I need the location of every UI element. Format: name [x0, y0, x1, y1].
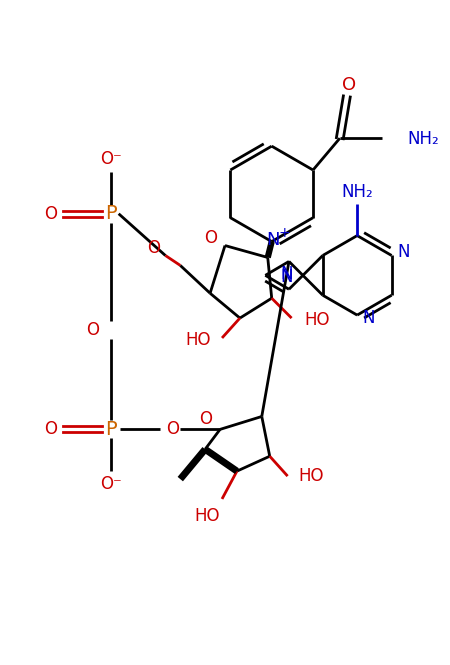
- Text: N: N: [266, 231, 279, 249]
- Text: HO: HO: [305, 311, 330, 329]
- Text: NH₂: NH₂: [407, 130, 439, 148]
- Text: HO: HO: [299, 467, 324, 485]
- Text: O: O: [342, 76, 356, 94]
- Text: O: O: [147, 239, 160, 257]
- Text: O: O: [205, 229, 218, 247]
- Text: +: +: [279, 225, 290, 239]
- Text: HO: HO: [194, 507, 220, 525]
- Text: O: O: [166, 420, 179, 438]
- Text: P: P: [105, 204, 117, 223]
- Text: O⁻: O⁻: [100, 475, 122, 493]
- Text: HO: HO: [185, 331, 211, 349]
- Text: O: O: [86, 321, 99, 339]
- Text: O: O: [200, 410, 212, 428]
- Text: N: N: [363, 309, 375, 327]
- Text: O⁻: O⁻: [100, 150, 122, 168]
- Text: O: O: [45, 205, 58, 223]
- Text: P: P: [105, 420, 117, 439]
- Text: N: N: [281, 269, 293, 287]
- Text: N: N: [281, 265, 293, 283]
- Text: O: O: [45, 420, 58, 438]
- Text: N: N: [397, 243, 410, 261]
- Text: NH₂: NH₂: [341, 183, 373, 201]
